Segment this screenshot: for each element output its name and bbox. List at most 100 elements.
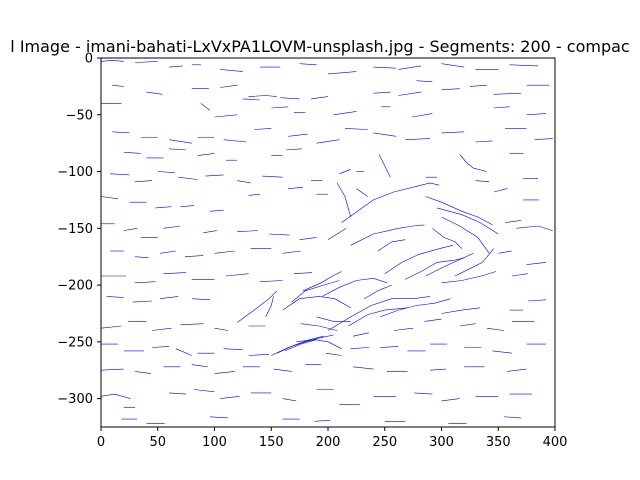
segment-line	[100, 59, 124, 62]
y-tick-label: 0	[85, 52, 93, 67]
segment-line	[209, 416, 229, 419]
segment-line	[163, 225, 181, 229]
segment-line	[271, 334, 334, 356]
segment-line	[505, 220, 522, 223]
segment-line	[339, 169, 351, 175]
segment-line	[454, 248, 494, 277]
segment-line	[459, 323, 476, 327]
segment-line	[123, 151, 141, 154]
segment-line	[373, 91, 391, 94]
segment-line	[534, 138, 553, 140]
segment-line	[100, 393, 131, 399]
segment-line	[100, 368, 124, 371]
segment-line	[486, 327, 504, 331]
segment-line	[441, 88, 460, 91]
segment-line	[498, 250, 512, 254]
segment-line	[237, 230, 258, 232]
segment-line	[285, 148, 302, 151]
x-tick-label: 400	[543, 435, 568, 450]
segment-line	[424, 318, 442, 322]
segment-line	[135, 61, 158, 63]
segment-line	[378, 154, 391, 178]
segment-line	[327, 228, 347, 240]
y-tick-label: −200	[57, 279, 93, 294]
segment-line	[135, 180, 153, 183]
segment-line	[441, 216, 490, 254]
segment-line	[112, 84, 124, 87]
segment-line	[223, 348, 243, 351]
segment-line	[225, 273, 249, 277]
segment-line	[155, 206, 172, 209]
segment-line	[157, 171, 175, 173]
segment-line	[398, 91, 422, 96]
segment-line	[152, 327, 172, 331]
segment-line	[352, 332, 369, 337]
segment-line	[364, 284, 392, 299]
segment-line	[169, 139, 192, 144]
axes-frame	[100, 57, 556, 428]
segment-line	[220, 396, 240, 399]
segment-line	[197, 153, 215, 156]
segment-line	[344, 128, 368, 130]
segment-line	[377, 239, 406, 252]
segment-line	[200, 103, 211, 111]
segment-line	[214, 371, 235, 374]
y-axis: 0 −50 −100 −150 −200 −250 −300	[57, 52, 101, 407]
y-tick-label: −100	[57, 165, 93, 180]
segment-line	[180, 205, 195, 207]
segment-line	[110, 173, 130, 176]
segment-line	[280, 97, 300, 100]
segment-line	[205, 174, 224, 177]
segment-line	[352, 366, 374, 370]
segment-line	[516, 225, 553, 231]
segment-line	[268, 233, 290, 236]
segment-line	[327, 71, 357, 75]
segment-line	[248, 95, 277, 97]
segment-line	[475, 180, 490, 183]
segment-line	[100, 196, 119, 200]
segment-line	[237, 180, 251, 184]
y-tick-label: −250	[57, 335, 93, 350]
segment-line	[526, 262, 546, 265]
segment-line	[191, 298, 211, 301]
segment-line	[430, 368, 447, 371]
segment-line	[405, 138, 431, 140]
segment-line	[493, 188, 508, 193]
segment-line	[159, 250, 176, 254]
segment-line	[276, 335, 324, 354]
segment-line	[380, 346, 399, 348]
segment-line	[509, 64, 539, 67]
segment-line	[106, 296, 124, 298]
segment-line	[254, 128, 272, 130]
segment-line	[291, 280, 340, 303]
segment-line	[527, 299, 546, 302]
x-tick-label: 100	[202, 435, 227, 450]
chart-title: l Image - imani-bahati-LxVxPA1LOVM-unspl…	[10, 37, 629, 56]
segment-line	[135, 281, 156, 284]
segment-line	[475, 140, 493, 143]
plot-area	[100, 59, 553, 424]
segment-line	[293, 272, 313, 274]
y-tick-label: −50	[66, 108, 93, 123]
segment-line	[341, 182, 440, 223]
y-tick-label: −150	[57, 222, 93, 237]
segment-line	[169, 148, 187, 151]
segment-line	[152, 346, 170, 348]
segment-line	[405, 257, 465, 280]
segment-line	[112, 131, 130, 134]
segment-line	[175, 348, 192, 356]
segment-line	[441, 131, 465, 134]
segment-line	[284, 339, 317, 352]
segment-line	[469, 84, 487, 87]
x-tick-label: 250	[372, 435, 397, 450]
segment-line	[327, 296, 431, 331]
x-axis: 0 50 100 150 200 250 300 350 400	[97, 427, 568, 450]
segment-line	[178, 176, 198, 180]
segment-line	[288, 133, 308, 137]
segment-line	[135, 371, 151, 374]
y-tick-label: −300	[57, 392, 93, 407]
x-tick-label: 300	[429, 435, 454, 450]
segment-line	[314, 419, 331, 422]
segment-line	[299, 63, 317, 66]
